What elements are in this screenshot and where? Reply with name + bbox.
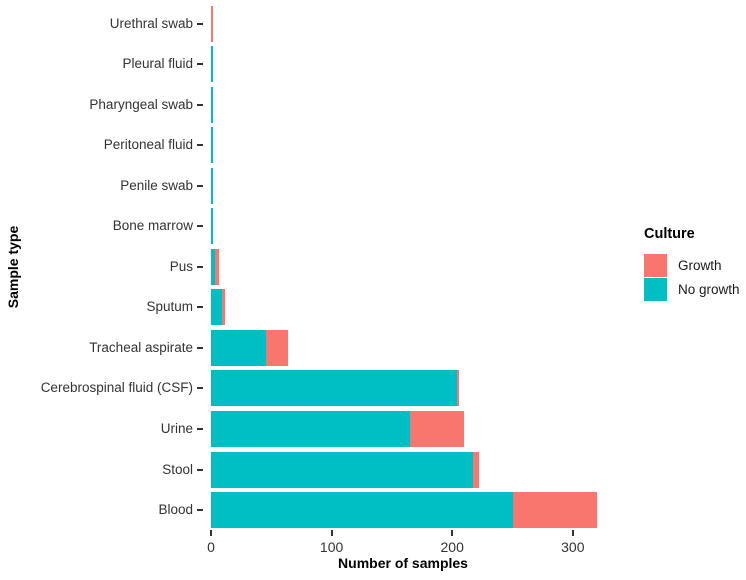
bar-segment-growth (211, 5, 214, 42)
y-axis-tick (197, 225, 203, 228)
bar-segment-no-growth (211, 370, 458, 407)
bar-row (211, 127, 214, 164)
x-axis-title: Number of samples (338, 555, 468, 571)
y-axis-tick (197, 22, 203, 25)
category-label: Pharyngeal swab (89, 96, 193, 112)
bar-segment-growth (512, 492, 597, 529)
y-axis-tick (197, 144, 203, 147)
x-axis-tick (451, 530, 454, 536)
bar-segment-no-growth (211, 86, 214, 123)
category-label: Bone marrow (112, 218, 193, 234)
bar-segment-no-growth (211, 248, 215, 285)
bar-segment-growth (221, 289, 226, 326)
bar-segment-no-growth (211, 46, 214, 83)
category-label: Tracheal aspirate (89, 339, 193, 355)
y-axis-tick (197, 468, 203, 471)
bar-row (211, 86, 214, 123)
bar-segment-no-growth (211, 492, 513, 529)
bar-segment-no-growth (211, 208, 214, 245)
y-axis-tick (197, 509, 203, 512)
y-axis-tick (197, 184, 203, 187)
x-axis-tick (330, 530, 333, 536)
legend-entry: Growth (644, 254, 740, 278)
x-tick-label: 300 (561, 539, 585, 555)
legend-entries: Growth No growth (644, 254, 740, 301)
bar-row (211, 5, 214, 42)
y-axis-tick (197, 265, 203, 268)
y-axis-tick (197, 306, 203, 309)
bar-row (211, 208, 214, 245)
legend-swatch-growth (644, 254, 667, 278)
y-axis-tick (197, 387, 203, 390)
y-axis-tick (197, 428, 203, 430)
bar-segment-no-growth (211, 289, 222, 326)
bar-segment-growth (472, 451, 479, 488)
x-axis-tick (210, 530, 212, 536)
category-label: Penile swab (120, 177, 193, 193)
bar-row (211, 451, 479, 488)
category-label: Urine (160, 421, 193, 436)
bar-row (211, 411, 465, 447)
bar-row (211, 492, 597, 529)
category-label: Cerebrospinal fluid (CSF) (40, 380, 193, 396)
category-label: Sputum (146, 299, 193, 315)
legend-entry-label: No growth (678, 281, 740, 297)
bar-segment-no-growth (211, 127, 214, 164)
y-axis-tick (197, 63, 203, 66)
legend-entry: No growth (644, 277, 740, 302)
category-label: Stool (162, 461, 193, 477)
legend-swatch-no-growth (644, 277, 667, 301)
category-label: Blood (158, 502, 193, 518)
x-tick-label: 200 (440, 539, 464, 555)
bar-row (211, 329, 289, 366)
bar-segment-no-growth (211, 167, 214, 204)
bar-row (211, 46, 214, 83)
bar-segment-growth (409, 411, 465, 447)
category-label: Peritoneal fluid (103, 137, 193, 153)
bar-segment-growth (266, 329, 289, 366)
category-label: Urethral swab (109, 15, 193, 31)
bar-row (211, 248, 220, 285)
bar-segment-no-growth (211, 329, 267, 366)
bar-row (211, 167, 214, 204)
bar-segment-growth (214, 248, 220, 285)
category-label: Pleural fluid (122, 56, 193, 72)
y-axis-tick (197, 103, 203, 106)
category-label: Pus (169, 258, 193, 274)
x-tick-label: 0 (207, 539, 215, 555)
legend-entry-label: Growth (678, 258, 722, 274)
bar-row (211, 289, 226, 326)
legend: Culture Growth No growth (644, 226, 740, 301)
bar-segment-growth (457, 370, 460, 407)
bar-row (211, 370, 460, 407)
bar-segment-no-growth (211, 451, 473, 488)
bar-segment-no-growth (211, 411, 410, 447)
legend-title: Culture (644, 226, 695, 242)
y-axis-tick (197, 346, 203, 349)
x-axis-tick (571, 530, 574, 536)
x-tick-label: 100 (319, 539, 344, 555)
